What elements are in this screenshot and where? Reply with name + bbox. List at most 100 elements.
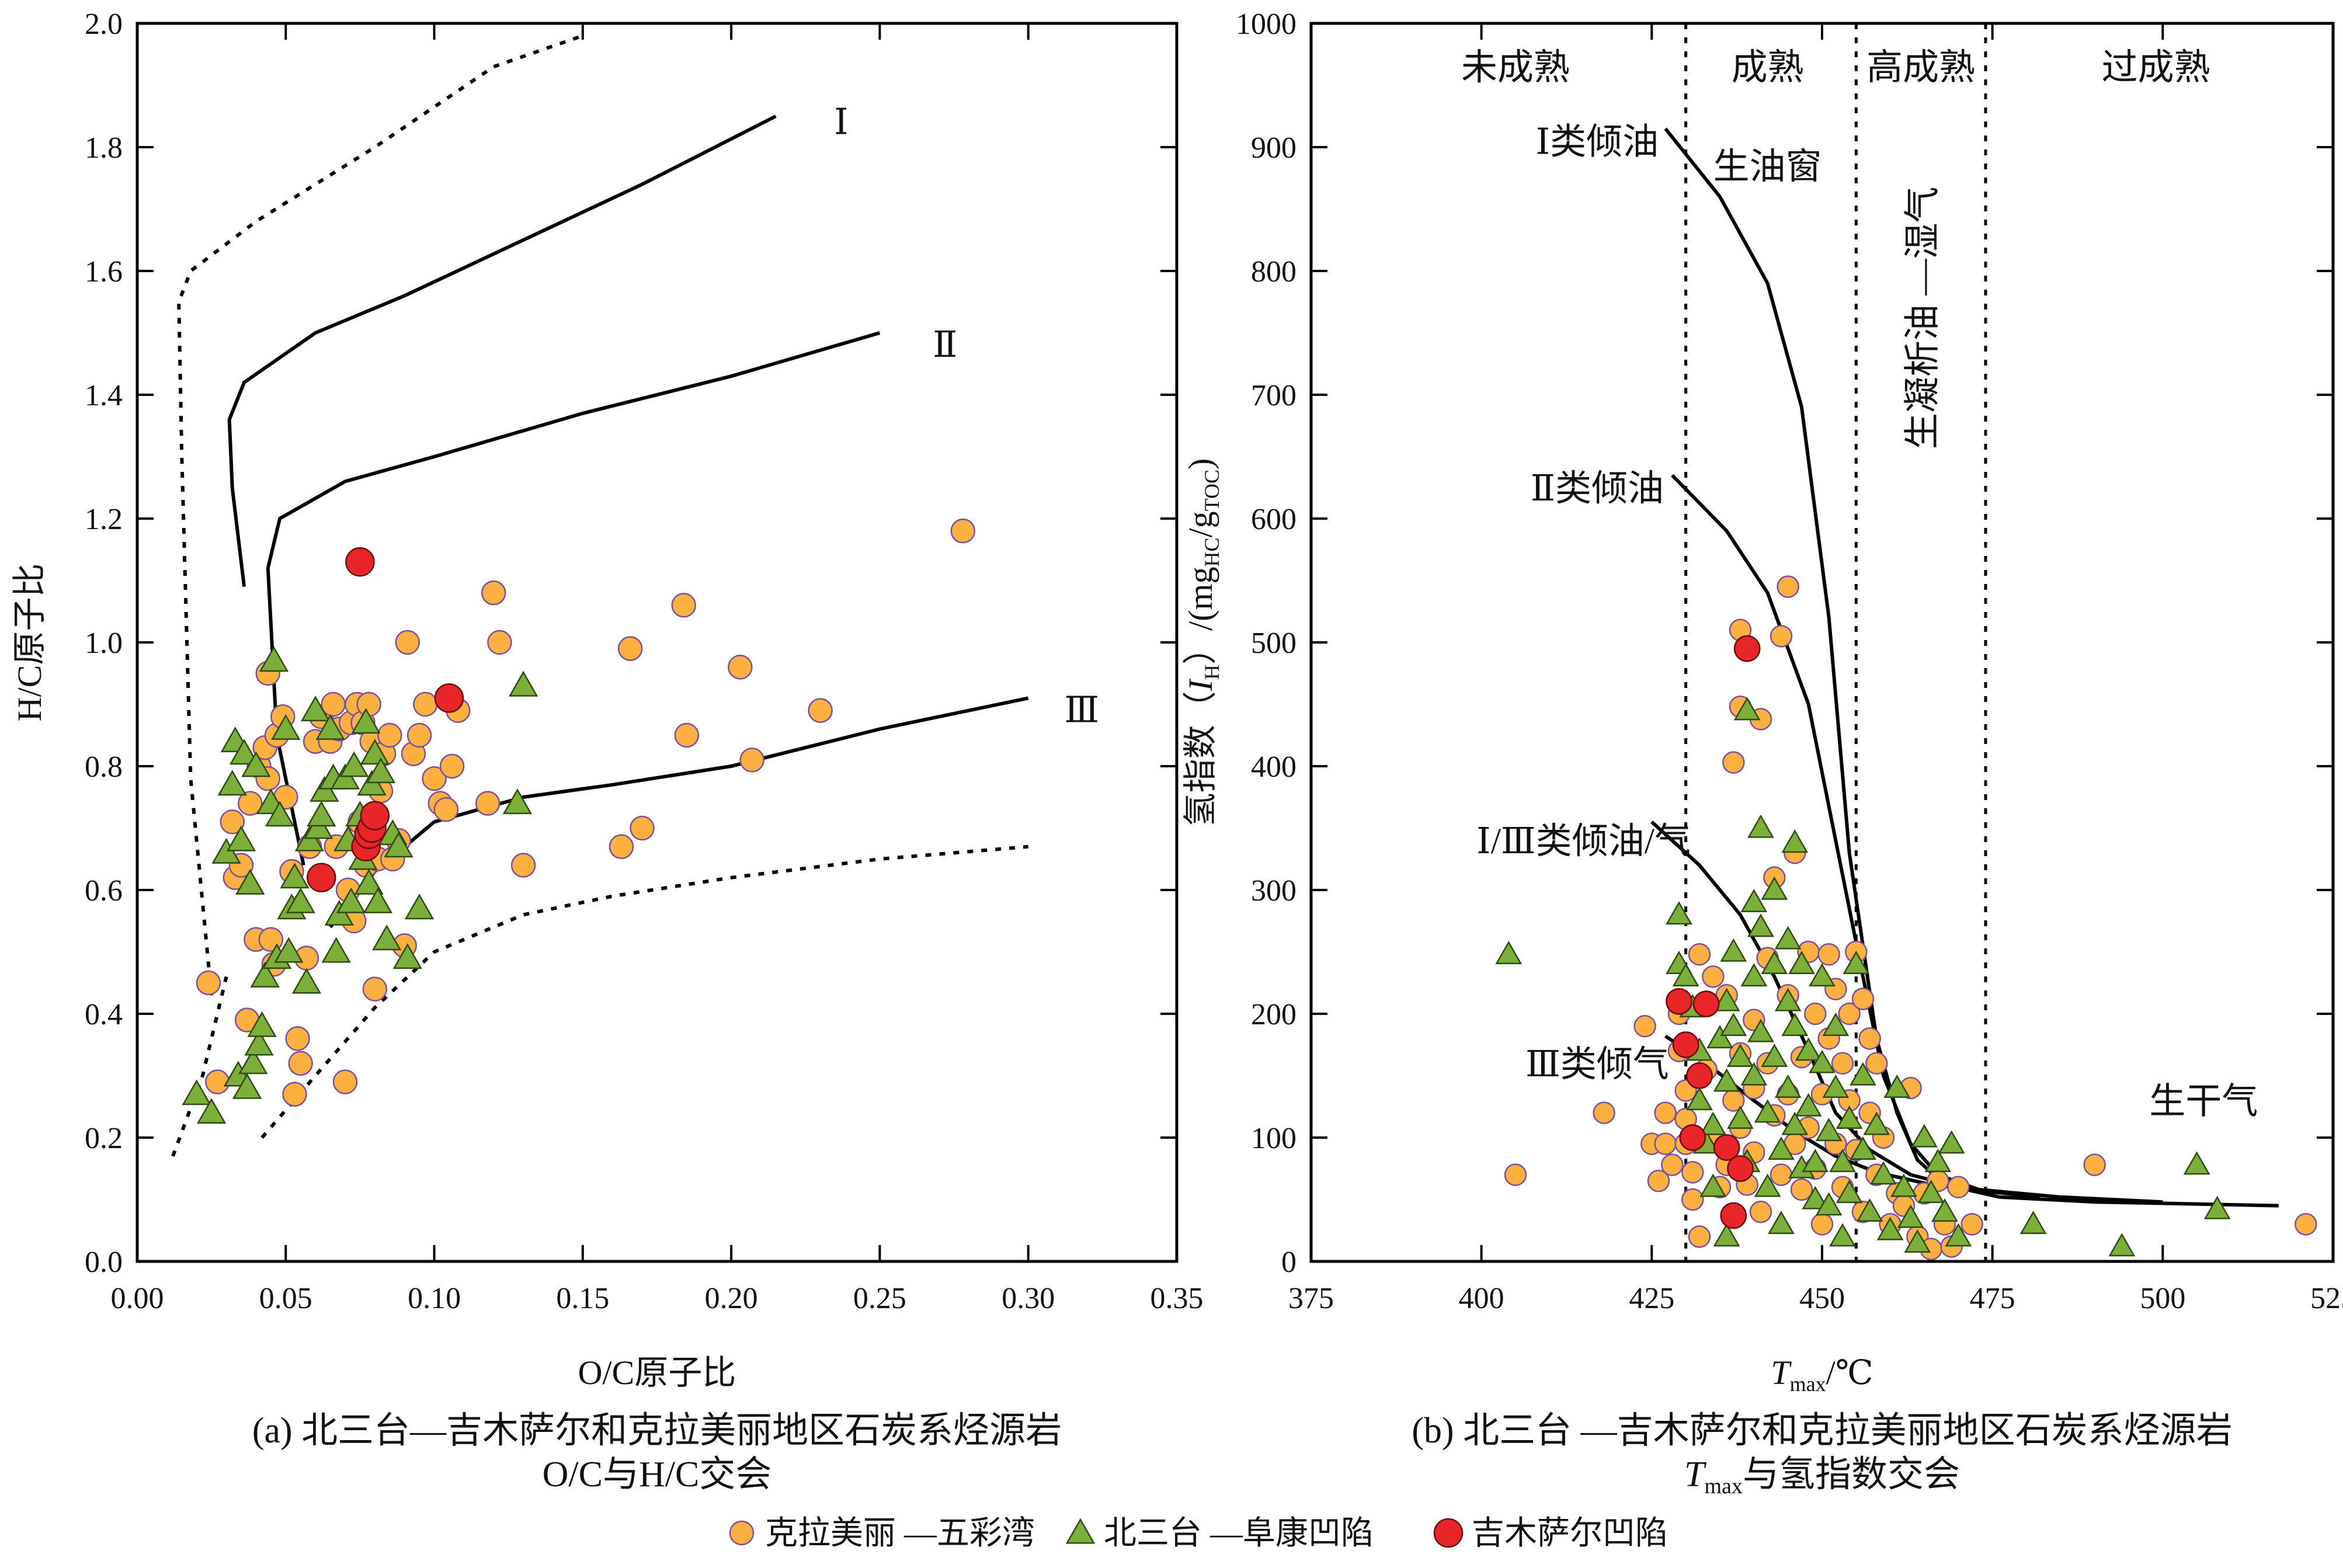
panel-a-point-klamei: [728, 655, 753, 680]
panel-b-x-tick-label: 425: [1629, 1282, 1674, 1315]
panel-a-point-beisantai: [351, 708, 381, 734]
panel-b-point-beisantai: [1727, 1043, 1754, 1067]
panel-a-x-tick-label: 0.25: [853, 1282, 906, 1315]
panel-b-point-beisantai: [1774, 926, 1802, 950]
panel-a-x-tick-label: 0.30: [1002, 1282, 1055, 1315]
panel-a-point-beisantai: [280, 863, 310, 889]
panel-a-curve: [171, 976, 228, 1157]
panel-b-point-beisantai: [1822, 1074, 1850, 1098]
panel-a-point-beisantai: [286, 887, 315, 913]
panel-b-point-beisantai: [1781, 1012, 1809, 1036]
panel-a-points: [182, 518, 976, 1124]
panel-a-point-klamei: [282, 1082, 307, 1107]
panel-a-point-beisantai: [241, 751, 271, 777]
panel-b-point-beisantai: [1809, 963, 1836, 987]
panel-b-ticks: 375 400 425 450 475 500 525 0 100 200 300 400 500 600…: [1236, 8, 2343, 1315]
panel-b-point-beisantai: [1666, 901, 1692, 925]
panel-a-x-tick-label: 0.10: [408, 1282, 461, 1315]
panel-b-caption-line2: Tmax与氢指数交会: [1684, 1455, 1960, 1499]
panel-a-curve: [227, 114, 777, 587]
panel-a-point-beisantai: [265, 801, 295, 827]
panel-b-point-beisantai: [1802, 1149, 1829, 1173]
panel-a-point-klamei: [439, 753, 465, 779]
panel-a-point-klamei: [630, 815, 655, 841]
panel-b-annotation: 生干气: [2149, 1082, 2258, 1121]
panel-a-point-beisantai: [235, 868, 265, 895]
panel-b-point-klamei: [1865, 1052, 1888, 1075]
panel-a-point-beisantai: [274, 937, 304, 963]
panel-b-point-klamei: [1831, 1052, 1854, 1075]
panel-b-point-beisantai: [1495, 941, 1522, 965]
panel-b-point-klamei: [1504, 1163, 1527, 1186]
panel-b-point-jimsar: [1666, 988, 1692, 1015]
panel-a-point-beisantai: [300, 696, 331, 722]
panel-b-point-beisantai: [1699, 1111, 1727, 1135]
panel-b-point-beisantai: [1829, 1223, 1856, 1247]
panel-a-x-tick-label: 0.35: [1150, 1282, 1204, 1315]
panel-b-point-beisantai: [1931, 1198, 1958, 1222]
panel-a-point-beisantai: [244, 1030, 274, 1056]
panel-b-y-tick-label: 200: [1251, 998, 1296, 1031]
panel-a-point-klamei: [220, 809, 245, 835]
panel-b-x-tick-label: 500: [2140, 1282, 2185, 1315]
panel-b-zone-dividers: [1684, 23, 1987, 1261]
panel-a-plot-frame: [135, 22, 1179, 1263]
panel-b-point-beisantai: [1699, 1173, 1727, 1197]
panel-b-plot-frame: [1309, 22, 2335, 1263]
panel-b-point-beisantai: [1863, 1111, 1890, 1135]
panel-a-point-beisantai: [366, 757, 396, 784]
panel-b-point-beisantai: [1747, 814, 1774, 838]
panel-b-y-axis-title: 氢指数（IH）/(mgHC/gTOC): [1181, 458, 1223, 827]
panel-b-point-beisantai: [1876, 1216, 1904, 1240]
panel-a-point-beisantai: [336, 887, 366, 913]
panel-b-point-beisantai: [1924, 1149, 1952, 1173]
panel-b-point-beisantai: [1720, 938, 1747, 962]
panel-b-zone-label: 成熟: [1732, 48, 1804, 88]
panel-a-point-beisantai: [404, 893, 434, 920]
panel-b-point-klamei: [1722, 751, 1745, 774]
panel-a-point-klamei: [395, 630, 420, 655]
panel-a-point-klamei: [475, 791, 500, 816]
panel-a-y-tick-label: 0.0: [85, 1246, 123, 1279]
panel-b-point-beisantai: [1781, 829, 1809, 853]
panel-b-point-beisantai: [1740, 1062, 1768, 1086]
panel-b-x-tick-label: 525: [2310, 1282, 2343, 1315]
panel-b-vertical-annotation: 生凝析油 —湿气: [1903, 187, 1943, 450]
panel-a-point-klamei: [196, 970, 221, 996]
panel-a-point-klamei: [609, 834, 634, 860]
panel-b-point-klamei: [1817, 943, 1840, 966]
legend-label-beisantai: 北三台 —阜康凹陷: [1104, 1515, 1374, 1552]
panel-a-point-beisantai: [321, 937, 351, 963]
panel-a-curve: [177, 34, 583, 996]
panel-a-point-klamei: [808, 698, 833, 723]
panel-a-curve-label: Ⅱ: [933, 325, 957, 365]
panel-b-point-beisantai: [1761, 950, 1788, 974]
panel-a-point-beisantai: [250, 961, 280, 988]
panel-a-point-klamei: [671, 593, 697, 618]
panel-b-y-tick-label: 800: [1251, 255, 1296, 288]
panel-b-point-klamei: [1702, 965, 1725, 988]
panel-b-point-beisantai: [2019, 1211, 2047, 1235]
panel-b-point-klamei: [1858, 1027, 1881, 1050]
panel-a-point-beisantai: [363, 887, 393, 913]
panel-a-point-klamei: [413, 691, 438, 717]
panel-a-point-beisantai: [291, 968, 322, 994]
panel-b-point-beisantai: [1904, 1229, 1931, 1253]
panel-b-annotation: Ⅰ/Ⅲ类倾油/气: [1476, 822, 1691, 861]
panel-b-point-beisantai: [1883, 1074, 1911, 1098]
panel-b-point-klamei: [1804, 1002, 1827, 1025]
panel-a-y-tick-label: 0.2: [85, 1122, 123, 1155]
panel-b-point-beisantai: [1788, 950, 1815, 974]
panel-a-point-klamei: [950, 518, 976, 544]
panel-a-point-klamei: [356, 691, 381, 717]
panel-a-curve-label: Ⅲ: [1064, 691, 1099, 731]
panel-b-point-klamei: [1633, 1014, 1656, 1038]
panel-a-point-beisantai: [392, 943, 422, 969]
panel-a-curve-labels: Ⅰ Ⅱ Ⅲ: [834, 103, 1099, 731]
panel-b-point-beisantai: [1686, 1087, 1713, 1111]
panel-b-x-tick-label: 375: [1288, 1282, 1334, 1315]
panel-b-point-beisantai: [1672, 963, 1699, 987]
legend-marker-klamei: [729, 1520, 755, 1546]
panel-b-point-beisantai: [1774, 988, 1802, 1011]
